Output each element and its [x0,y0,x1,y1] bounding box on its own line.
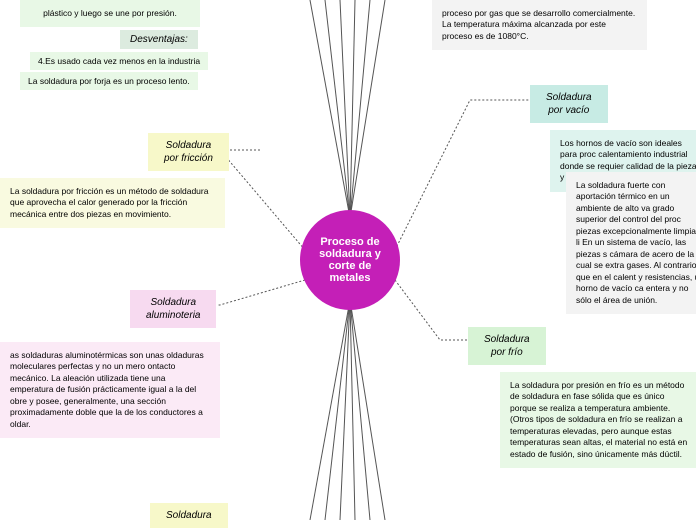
branch-friccion[interactable]: Soldadura por fricción [148,133,229,171]
bottom-line1: Soldadura [166,509,212,522]
gas-desc: proceso por gas que se desarrollo comerc… [432,0,647,50]
friccion-line2: por fricción [164,152,213,165]
forja-desc: plástico y luego se une por presión. [20,0,200,27]
mindmap-canvas: Proceso de soldadura y corte de metales … [0,0,696,520]
forja-item-2: La soldadura por forja es un proceso len… [20,72,198,90]
aluminoteria-desc: as soldaduras aluminotérmicas son unas o… [0,342,220,438]
friccion-desc: La soldadura por fricción es un método d… [0,178,225,228]
vacio-line1: Soldadura [546,91,592,104]
frio-desc: La soldadura por presión en frío es un m… [500,372,696,468]
vacio-line2: por vacío [546,104,592,117]
vacio-desc2: La soldadura fuerte con aportación térmi… [566,172,696,314]
branch-bottom[interactable]: Soldadura [150,503,228,528]
frio-line2: por frío [484,346,530,359]
frio-line1: Soldadura [484,333,530,346]
branch-aluminoteria[interactable]: Soldadura aluminoteria [130,290,216,328]
friccion-line1: Soldadura [164,139,213,152]
branch-vacio[interactable]: Soldadura por vacío [530,85,608,123]
branch-frio[interactable]: Soldadura por frío [468,327,546,365]
forja-subtitle: Desventajas: [120,30,198,49]
aluminoteria-line1: Soldadura [146,296,200,309]
aluminoteria-line2: aluminoteria [146,309,200,322]
center-node[interactable]: Proceso de soldadura y corte de metales [300,210,400,310]
forja-item-1: 4.Es usado cada vez menos en la industri… [30,52,208,70]
